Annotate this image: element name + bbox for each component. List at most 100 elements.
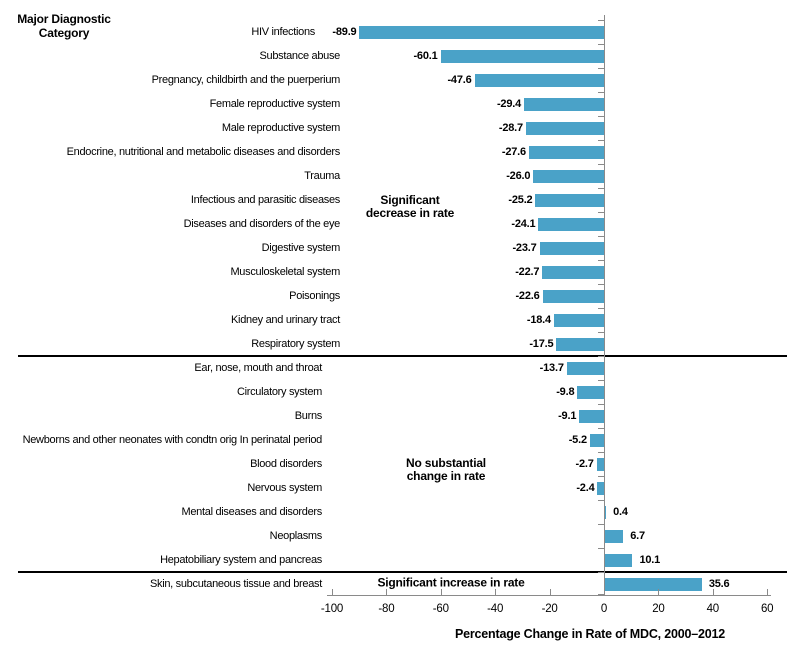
category-label: Poisonings bbox=[289, 290, 340, 302]
x-axis-tick-label: -20 bbox=[541, 603, 558, 615]
value-label: -5.2 bbox=[568, 434, 587, 446]
category-label: Skin, subcutaneous tissue and breast bbox=[149, 578, 322, 590]
category-axis-tick bbox=[598, 212, 604, 213]
category-axis-tick bbox=[598, 236, 604, 237]
bar bbox=[538, 218, 604, 231]
category-axis-tick bbox=[598, 92, 604, 93]
bar bbox=[525, 122, 604, 135]
x-axis-tick bbox=[495, 589, 497, 595]
x-axis-tick bbox=[658, 589, 660, 595]
bar bbox=[528, 146, 604, 159]
annotation-line: Significant increase in rate bbox=[377, 575, 525, 590]
x-axis-tick-label: -40 bbox=[487, 603, 504, 615]
bar bbox=[553, 314, 604, 327]
annotation-line: change in rate bbox=[406, 469, 486, 483]
x-axis-tick-label: -80 bbox=[378, 603, 395, 615]
x-axis-tick-label: 60 bbox=[760, 603, 774, 615]
bar bbox=[596, 458, 604, 471]
group-separator-line bbox=[18, 355, 787, 357]
category-axis-tick bbox=[598, 524, 604, 525]
category-label: Substance abuse bbox=[259, 50, 340, 62]
value-label: -9.8 bbox=[556, 386, 575, 398]
bar bbox=[440, 50, 604, 63]
category-label: Nervous system bbox=[247, 482, 322, 494]
value-label: -13.7 bbox=[539, 362, 564, 374]
category-axis-tick bbox=[598, 500, 604, 501]
category-label: Trauma bbox=[304, 170, 340, 182]
x-axis-tick-label: 20 bbox=[652, 603, 665, 615]
category-axis-tick bbox=[598, 164, 604, 165]
group-annotation: Significant decrease in rate bbox=[366, 194, 454, 220]
bar bbox=[542, 290, 604, 303]
value-label: 10.1 bbox=[639, 554, 661, 566]
value-label: 0.4 bbox=[613, 506, 628, 518]
value-label: -22.6 bbox=[515, 290, 540, 302]
category-axis-tick bbox=[598, 572, 604, 573]
bar bbox=[605, 554, 633, 567]
bar bbox=[577, 386, 604, 399]
category-label: Neoplasms bbox=[269, 530, 323, 542]
bar bbox=[359, 26, 604, 39]
category-axis-tick bbox=[598, 404, 604, 405]
bar bbox=[579, 410, 604, 423]
category-label: Female reproductive system bbox=[209, 98, 341, 110]
category-label: Mental diseases and disorders bbox=[181, 506, 323, 518]
category-axis-tick bbox=[598, 452, 604, 453]
category-label: Infectious and parasitic diseases bbox=[190, 194, 340, 206]
value-label: -2.4 bbox=[576, 482, 595, 494]
category-axis-tick bbox=[598, 44, 604, 45]
group-annotation: Significant increase in rate bbox=[377, 575, 525, 590]
chart-title-line2: Category bbox=[38, 26, 90, 40]
x-axis-tick-label: -100 bbox=[320, 603, 344, 615]
x-axis-tick-label: 40 bbox=[706, 603, 720, 615]
bar bbox=[524, 98, 604, 111]
category-axis-tick bbox=[598, 476, 604, 477]
category-axis-tick bbox=[598, 380, 604, 381]
chart-title-line1: Major Diagnostic bbox=[17, 12, 111, 26]
x-axis-tick bbox=[386, 589, 388, 595]
bar bbox=[556, 338, 604, 351]
category-axis-tick bbox=[598, 594, 604, 595]
category-axis-tick bbox=[598, 188, 604, 189]
value-label: -18.4 bbox=[526, 314, 551, 326]
value-label: -22.7 bbox=[515, 266, 540, 278]
category-axis-tick bbox=[598, 548, 604, 549]
category-label: Kidney and urinary tract bbox=[231, 314, 340, 326]
category-label: Ear, nose, mouth and throat bbox=[194, 362, 322, 374]
bar bbox=[539, 242, 604, 255]
x-axis-tick-label: 0 bbox=[600, 603, 608, 615]
category-axis-tick bbox=[598, 140, 604, 141]
annotation-line: Significant bbox=[380, 193, 440, 207]
category-axis-tick bbox=[598, 428, 604, 429]
value-label: 35.6 bbox=[708, 578, 730, 590]
x-axis-line bbox=[327, 595, 771, 596]
category-label: Diseases and disorders of the eye bbox=[183, 218, 341, 230]
category-label: HIV infections bbox=[251, 26, 315, 38]
value-label: -26.0 bbox=[506, 170, 531, 182]
value-label: -2.7 bbox=[575, 458, 594, 470]
bar bbox=[474, 74, 604, 87]
chart-title: Major Diagnostic Category bbox=[8, 12, 120, 40]
bar bbox=[566, 362, 604, 375]
value-label: -60.1 bbox=[413, 50, 438, 62]
category-label: Musculoskeletal system bbox=[230, 266, 340, 278]
category-label: Male reproductive system bbox=[221, 122, 340, 134]
category-label: Digestive system bbox=[261, 242, 341, 254]
bar bbox=[605, 530, 624, 543]
category-label: Respiratory system bbox=[251, 338, 340, 350]
group-annotation: No substantial change in rate bbox=[406, 457, 486, 483]
group-separator-line bbox=[18, 571, 787, 573]
category-axis-tick bbox=[598, 356, 604, 357]
value-label: -23.7 bbox=[512, 242, 537, 254]
category-axis-tick bbox=[598, 260, 604, 261]
bar bbox=[535, 194, 604, 207]
category-axis-tick bbox=[598, 68, 604, 69]
category-label: Endocrine, nutritional and metabolic dis… bbox=[66, 146, 341, 158]
x-axis-tick bbox=[549, 589, 551, 595]
annotation-line: decrease in rate bbox=[365, 206, 455, 220]
value-label: 6.7 bbox=[630, 530, 645, 542]
x-axis-tick bbox=[332, 589, 333, 595]
value-label: -27.6 bbox=[501, 146, 526, 158]
bar bbox=[589, 434, 604, 447]
